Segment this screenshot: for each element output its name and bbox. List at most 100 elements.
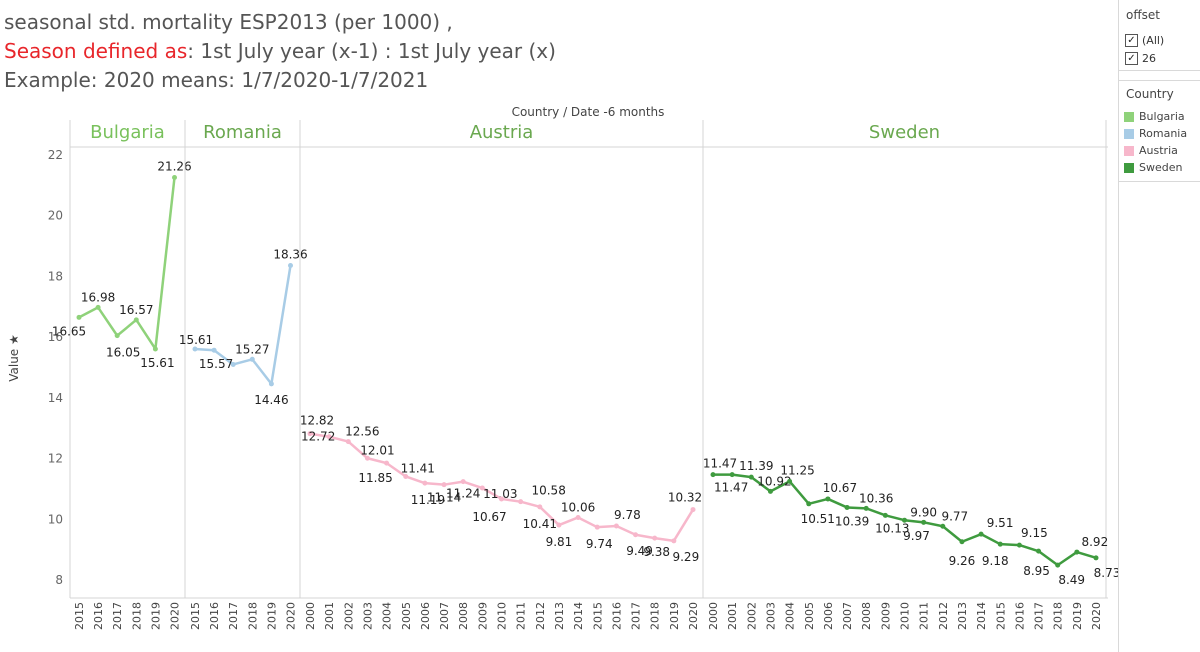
data-point: [441, 482, 447, 488]
data-point: [671, 538, 677, 544]
x-tick-label: 2009: [476, 602, 489, 630]
y-tick-label: 14: [48, 391, 63, 405]
data-label: 10.51: [801, 512, 835, 526]
x-tick-label: 2005: [400, 602, 413, 630]
x-tick-label: 2015: [591, 602, 604, 630]
legend-item-romania[interactable]: Romania: [1124, 127, 1187, 140]
data-point: [1074, 549, 1080, 555]
x-tick-label: 2018: [246, 602, 259, 630]
data-point: [613, 523, 619, 529]
x-tick-label: 2003: [361, 602, 374, 630]
x-tick-label: 2015: [73, 602, 86, 630]
filter-option-26[interactable]: ✓ 26: [1125, 52, 1156, 65]
data-point: [307, 431, 313, 437]
data-point: [882, 512, 888, 518]
x-tick-label: 2011: [515, 602, 528, 630]
data-label: 9.97: [903, 529, 930, 543]
data-label: 11.03: [483, 487, 517, 501]
data-point: [997, 541, 1003, 547]
x-tick-label: 2008: [860, 602, 873, 630]
x-tick-label: 2003: [764, 602, 777, 630]
x-tick-label: 2007: [841, 602, 854, 630]
offset-filter: offset ✓ (All) ✓ 26: [1119, 0, 1200, 71]
data-point: [345, 439, 351, 445]
data-point: [499, 496, 504, 502]
title-line-1: seasonal std. mortality ESP2013 (per 100…: [4, 10, 453, 34]
data-label: 15.61: [140, 356, 174, 370]
data-point: [268, 381, 274, 387]
data-point: [940, 523, 946, 529]
title-line-3: Example: 2020 means: 1/7/2020-1/7/2021: [4, 68, 429, 92]
data-label: 11.47: [703, 457, 737, 471]
data-point: [787, 478, 793, 484]
data-label: 11.25: [780, 463, 814, 477]
legend-item-sweden[interactable]: Sweden: [1124, 161, 1182, 174]
y-tick-label: 18: [48, 269, 63, 283]
data-point: [192, 346, 198, 352]
panel-title-bulgaria: Bulgaria: [90, 122, 165, 143]
title-block: seasonal std. mortality ESP2013 (per 100…: [4, 8, 1104, 95]
y-tick-label: 20: [48, 209, 63, 223]
y-tick-label: 10: [48, 512, 63, 526]
chart: Country / Date -6 months 8 10 12 14 16 18 20 22 V…: [7, 105, 1118, 630]
x-tick-label: 2019: [149, 602, 162, 630]
data-point: [690, 507, 696, 513]
data-label: 15.61: [179, 333, 213, 347]
data-label: 11.14: [427, 491, 461, 505]
title-line-2-rest: : 1st July year (x-1) : 1st July year (x…: [187, 39, 556, 63]
x-tick-label: 2007: [438, 602, 451, 630]
x-tick-label: 2018: [130, 602, 143, 630]
data-label: 10.13: [875, 521, 909, 535]
x-tick-label: 2006: [822, 602, 835, 630]
data-point: [114, 333, 120, 339]
legend-item-bulgaria[interactable]: Bulgaria: [1124, 110, 1185, 123]
data-label: 9.78: [614, 508, 641, 522]
x-tick-label: 2009: [879, 602, 892, 630]
legend-item-austria[interactable]: Austria: [1124, 144, 1178, 157]
panel-title-sweden: Sweden: [869, 122, 940, 143]
x-tick-label: 2005: [803, 602, 816, 630]
data-point: [288, 263, 293, 268]
data-label: 10.39: [835, 514, 869, 528]
data-label: 8.73: [1094, 566, 1118, 580]
filter-option-all[interactable]: ✓ (All): [1125, 34, 1164, 47]
checkbox-all[interactable]: ✓: [1125, 34, 1138, 47]
legend-swatch: [1124, 162, 1134, 173]
data-label: 10.06: [561, 500, 595, 514]
data-point: [211, 347, 217, 353]
y-tick-label: 22: [48, 148, 63, 162]
x-tick-label: 2014: [975, 602, 988, 630]
x-tick-label: 2002: [745, 602, 758, 630]
data-point: [326, 434, 332, 440]
data-label: 9.49: [626, 544, 653, 558]
data-label: 10.41: [523, 517, 557, 531]
data-point: [902, 517, 907, 523]
data-point: [1016, 542, 1022, 548]
data-label: 8.49: [1058, 573, 1085, 587]
data-label: 9.77: [941, 509, 968, 523]
data-label: 10.32: [668, 491, 702, 505]
filter-title: offset: [1126, 8, 1160, 22]
data-point: [729, 472, 735, 478]
data-label: 11.85: [358, 471, 392, 485]
x-tick-label: 2004: [784, 602, 797, 630]
x-tick-label: 2015: [994, 602, 1007, 630]
data-point: [575, 514, 581, 520]
data-point: [806, 501, 812, 507]
x-tick-label: 2019: [1071, 602, 1084, 630]
legend-swatch: [1124, 128, 1134, 139]
data-label: 12.01: [360, 443, 394, 457]
right-panel: offset ✓ (All) ✓ 26 Country Bulgaria Rom…: [1118, 0, 1200, 652]
data-point: [710, 472, 716, 478]
x-tick-label: 2019: [265, 602, 278, 630]
title-line-2-highlight: Season defined as: [4, 39, 188, 63]
x-tick-label: 2016: [610, 602, 623, 630]
checkbox-26[interactable]: ✓: [1125, 52, 1138, 65]
x-tick-label: 2011: [918, 602, 931, 630]
data-point: [748, 474, 754, 480]
data-label: 11.41: [401, 461, 435, 475]
x-tick-label: 2020: [687, 602, 700, 630]
x-tick-label: 2001: [726, 602, 739, 630]
x-tick-label: 2017: [630, 602, 643, 630]
data-label: 8.92: [1081, 535, 1108, 549]
